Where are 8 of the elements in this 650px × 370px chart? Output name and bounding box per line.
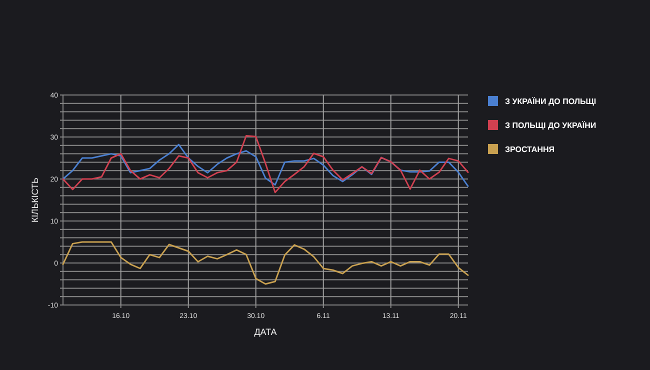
line-series bbox=[62, 241, 469, 285]
line-series bbox=[62, 134, 469, 194]
line-series bbox=[62, 144, 469, 187]
legend-label: З ПОЛЬЩІ ДО УКРАЇНИ bbox=[505, 120, 596, 130]
x-axis-title: ДАТА bbox=[254, 327, 277, 337]
y-axis-title: КІЛЬКІСТЬ bbox=[30, 177, 40, 222]
legend-label: З УКРАЇНИ ДО ПОЛЬЩІ bbox=[505, 96, 596, 106]
legend-label: ЗРОСТАННЯ bbox=[505, 144, 555, 154]
